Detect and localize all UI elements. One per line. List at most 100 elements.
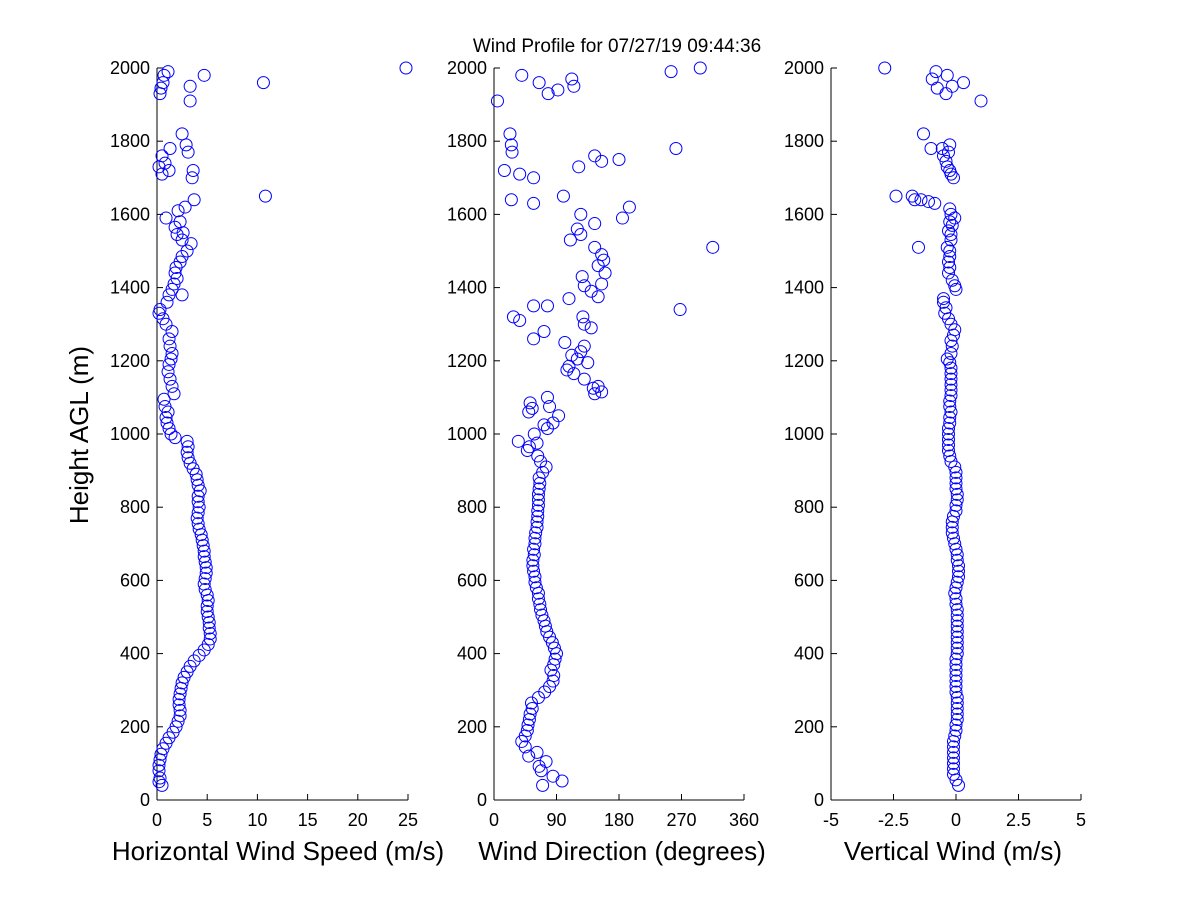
data-point (192, 500, 206, 514)
data-point (530, 520, 544, 534)
data-point (531, 498, 545, 512)
data-point (258, 189, 272, 203)
data-point (172, 692, 186, 706)
data-point (950, 619, 964, 633)
y-tick-label: 800 (120, 497, 150, 517)
x-tick-label: 180 (604, 810, 634, 830)
data-point (540, 299, 554, 313)
data-point (948, 729, 962, 743)
data-point (943, 138, 957, 152)
data-point (943, 449, 957, 463)
data-point (187, 193, 201, 207)
data-point (539, 755, 553, 769)
data-point (198, 555, 212, 569)
y-tick-label: 1000 (447, 424, 487, 444)
data-point (197, 577, 211, 591)
data-point (947, 171, 960, 185)
data-point (949, 465, 963, 479)
data-point (924, 142, 938, 156)
data-point (588, 149, 602, 163)
data-point (942, 145, 955, 159)
data-point (905, 189, 919, 203)
data-point (503, 127, 517, 141)
data-point (521, 718, 535, 732)
data-point (527, 196, 541, 210)
data-point (939, 154, 953, 168)
data-point (577, 372, 591, 386)
x-tick-label: 15 (298, 810, 318, 830)
data-point (942, 266, 955, 280)
data-point (530, 436, 544, 450)
data-point (527, 427, 541, 441)
data-point (949, 482, 963, 496)
data-point (556, 189, 570, 203)
data-point (497, 163, 511, 177)
data-point (577, 279, 591, 293)
data-point (950, 575, 964, 589)
data-point (945, 339, 959, 353)
data-point (558, 336, 572, 349)
data-point (515, 68, 529, 82)
data-point (504, 193, 518, 207)
data-point (197, 68, 211, 82)
data-point (163, 339, 177, 353)
y-tick-label: 600 (120, 570, 150, 590)
data-point (598, 266, 612, 280)
data-point (944, 361, 958, 375)
data-point (943, 400, 957, 414)
data-point (945, 273, 959, 287)
data-point (152, 764, 166, 778)
data-point (531, 449, 545, 463)
y-tick-label: 1000 (784, 424, 824, 444)
data-point (925, 72, 939, 86)
data-point (615, 211, 629, 225)
data-point (527, 171, 541, 185)
data-point (622, 200, 636, 214)
data-point (531, 493, 545, 507)
data-point (161, 365, 175, 379)
x-tick-label: -2.5 (878, 810, 909, 830)
data-point (178, 200, 192, 214)
data-point (172, 698, 186, 712)
data-point (527, 542, 541, 556)
data-point (201, 637, 215, 651)
data-point (950, 696, 964, 710)
data-point (572, 160, 586, 174)
data-point (181, 451, 195, 465)
data-point (944, 228, 958, 242)
data-point (935, 142, 949, 156)
data-point (540, 390, 554, 404)
data-point (536, 778, 550, 792)
data-point (490, 94, 504, 108)
data-point (157, 392, 171, 406)
data-point (191, 489, 205, 503)
data-point (191, 495, 205, 509)
data-point (180, 445, 194, 459)
data-point (878, 61, 892, 75)
data-point (154, 747, 168, 761)
data-point (937, 292, 950, 306)
data-point (168, 266, 182, 280)
data-point (170, 228, 184, 242)
data-point (547, 641, 561, 655)
data-point (528, 570, 542, 584)
data-point (565, 72, 579, 86)
data-point (942, 255, 955, 269)
data-point (201, 610, 215, 624)
data-point (945, 526, 959, 540)
data-point (949, 685, 963, 699)
data-point (950, 712, 964, 726)
data-point (533, 597, 547, 611)
data-point (522, 405, 536, 419)
x-axis-label: Wind Direction (degrees) (478, 836, 766, 866)
data-point (950, 707, 964, 721)
data-point (922, 195, 935, 209)
data-point (548, 652, 562, 666)
data-point (943, 202, 957, 216)
data-point (173, 215, 187, 229)
data-point (171, 204, 185, 218)
data-point (535, 608, 549, 622)
data-point (199, 566, 213, 580)
data-point (165, 346, 179, 360)
